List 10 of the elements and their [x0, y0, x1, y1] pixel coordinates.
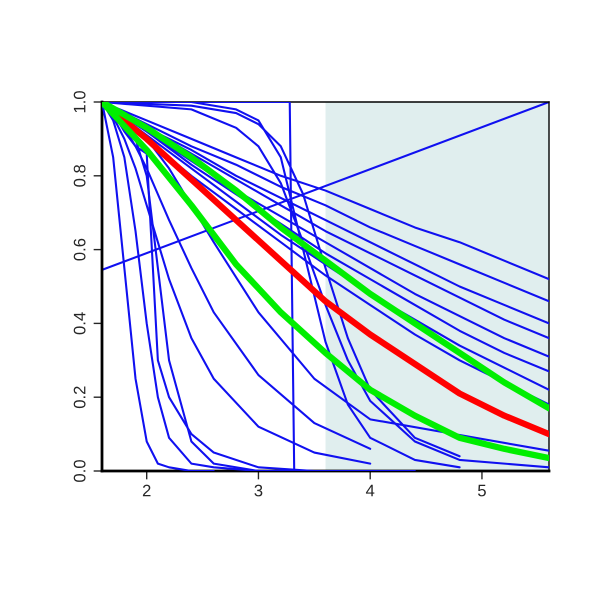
y-tick-label: 0.2: [74, 386, 86, 408]
y-tick-label: 0.8: [74, 164, 86, 187]
x-tick-label: 2: [142, 484, 150, 496]
x-tick-label: 5: [478, 484, 486, 496]
y-tick-label: 1.0: [74, 91, 86, 112]
x-tick-label: 3: [254, 484, 262, 496]
y-tick-label: 0.4: [74, 312, 86, 334]
y-tick-label: 0.0: [74, 460, 86, 482]
y-tick-label: 0.6: [74, 238, 86, 261]
x-tick-label: 4: [366, 484, 374, 496]
